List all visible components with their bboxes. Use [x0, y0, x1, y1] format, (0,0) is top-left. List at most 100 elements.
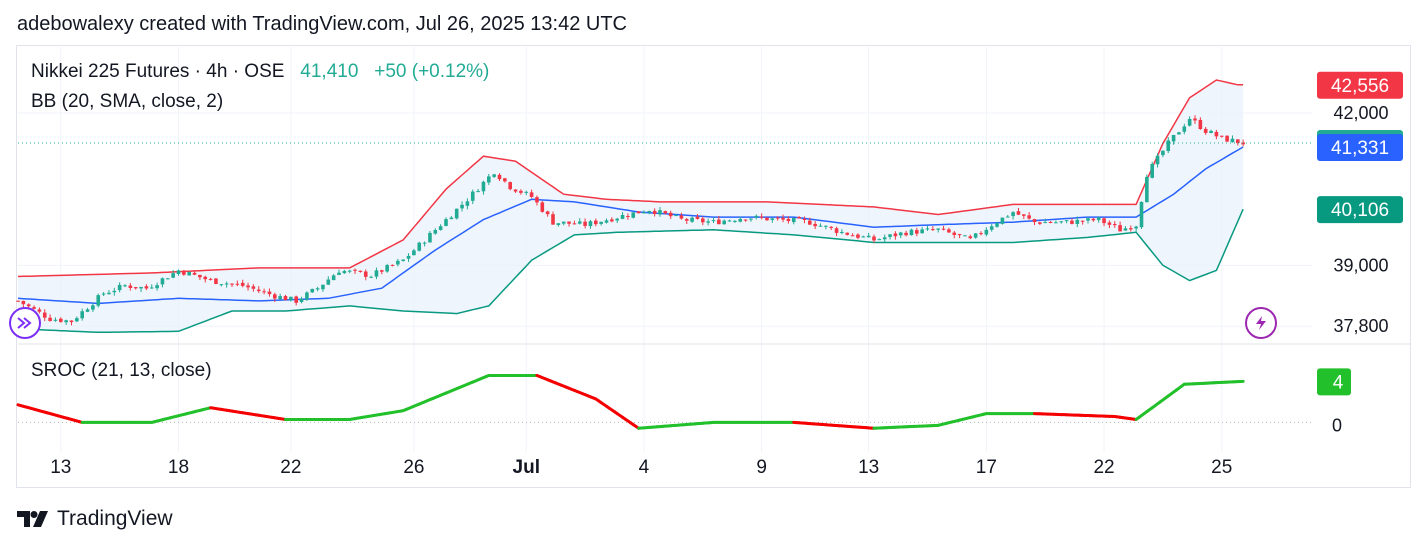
candle-body	[1209, 131, 1213, 133]
candle-body	[1086, 218, 1090, 220]
candle-body	[466, 201, 470, 205]
candle-body	[1017, 211, 1021, 214]
candle-body	[701, 218, 705, 222]
candle-body	[508, 182, 512, 189]
candle-body	[343, 271, 347, 273]
tradingview-logo-icon	[17, 510, 49, 528]
candle-body	[637, 211, 641, 213]
candle-body	[113, 291, 117, 292]
time-axis-label: 13	[50, 457, 71, 478]
candle-body	[936, 229, 940, 230]
candle-body	[385, 265, 389, 271]
candle-body	[958, 234, 962, 235]
candle-body	[1199, 120, 1203, 129]
candle-body	[337, 273, 341, 275]
candle-body	[230, 284, 234, 285]
candle-body	[717, 220, 721, 225]
candle-body	[1006, 217, 1010, 218]
time-axis-label: 17	[976, 457, 997, 478]
tradingview-brand: TradingView	[57, 507, 173, 531]
candle-body	[391, 265, 395, 266]
candle-body	[648, 211, 652, 212]
candle-body	[760, 217, 764, 218]
price-change: +50 (+0.12%)	[374, 61, 489, 82]
candle-body	[498, 175, 502, 179]
candle-body	[963, 235, 967, 236]
go-to-realtime-button[interactable]	[9, 307, 41, 339]
candle-body	[155, 285, 159, 288]
candle-body	[1215, 132, 1219, 136]
candle-body	[894, 233, 898, 236]
double-arrow-icon	[16, 314, 34, 332]
candle-body	[241, 283, 245, 286]
lightning-alert-button[interactable]	[1245, 307, 1277, 339]
tradingview-logo[interactable]: TradingView	[17, 507, 173, 531]
time-axis-label: 13	[858, 457, 879, 478]
candle-body	[1150, 164, 1154, 178]
candle-body	[1177, 132, 1181, 134]
candle-body	[1188, 119, 1192, 126]
candle-body	[1092, 219, 1096, 221]
candle-body	[530, 192, 534, 197]
bb-legend[interactable]: BB (20, SMA, close, 2)	[31, 91, 223, 113]
candle-body	[262, 291, 266, 292]
candle-body	[1054, 222, 1058, 223]
candle-body	[80, 311, 84, 318]
candle-body	[514, 190, 518, 192]
candle-body	[690, 218, 694, 222]
candle-body	[1124, 228, 1128, 230]
candle-body	[1145, 177, 1149, 202]
candle-body	[273, 294, 277, 298]
candle-body	[712, 220, 716, 221]
candle-body	[1076, 220, 1080, 224]
candle-body	[910, 230, 914, 235]
candle-body	[359, 271, 363, 272]
candle-body	[626, 216, 630, 217]
candle-body	[161, 278, 165, 284]
candle-body	[995, 223, 999, 227]
price-axis-label: 37,800	[1333, 316, 1388, 336]
candle-body	[888, 234, 892, 237]
candle-body	[284, 296, 288, 300]
candle-body	[872, 237, 876, 241]
candle-body	[781, 218, 785, 220]
sroc-legend[interactable]: SROC (21, 13, close)	[31, 360, 212, 382]
candle-body	[1156, 156, 1160, 164]
time-axis-label: 4	[639, 457, 650, 478]
candle-body	[535, 197, 539, 202]
candle-body	[1204, 129, 1208, 133]
candle-body	[1081, 221, 1085, 222]
sroc-axis-label: 0	[1332, 415, 1342, 435]
candle-body	[198, 275, 202, 277]
candle-body	[257, 290, 261, 291]
candle-body	[755, 216, 759, 218]
candle-body	[808, 221, 812, 225]
candle-body	[974, 233, 978, 237]
candle-body	[706, 221, 710, 222]
time-axis-label: 18	[168, 457, 189, 478]
candle-body	[503, 178, 507, 181]
candle-body	[396, 261, 400, 265]
candle-body	[225, 283, 229, 284]
candle-body	[1140, 202, 1144, 227]
candle-body	[1070, 221, 1074, 224]
symbol-legend[interactable]: Nikkei 225 Futures · 4h · OSE 41,410 +50…	[31, 61, 489, 83]
candle-body	[952, 233, 956, 235]
candle-body	[787, 219, 791, 221]
candle-body	[835, 228, 839, 233]
candle-body	[856, 235, 860, 238]
time-axis-label: 22	[1093, 457, 1114, 478]
candle-body	[327, 280, 331, 285]
candle-body	[310, 289, 314, 292]
candle-body	[797, 217, 801, 218]
candle-body	[1049, 222, 1053, 223]
candle-body	[214, 278, 218, 284]
candle-body	[926, 228, 930, 229]
candle-body	[139, 287, 143, 288]
candle-body	[177, 270, 181, 274]
lightning-icon	[1252, 314, 1270, 332]
candle-body	[364, 271, 368, 276]
candle-body	[803, 219, 807, 220]
candle-body	[1231, 139, 1235, 142]
candle-body	[733, 221, 737, 222]
